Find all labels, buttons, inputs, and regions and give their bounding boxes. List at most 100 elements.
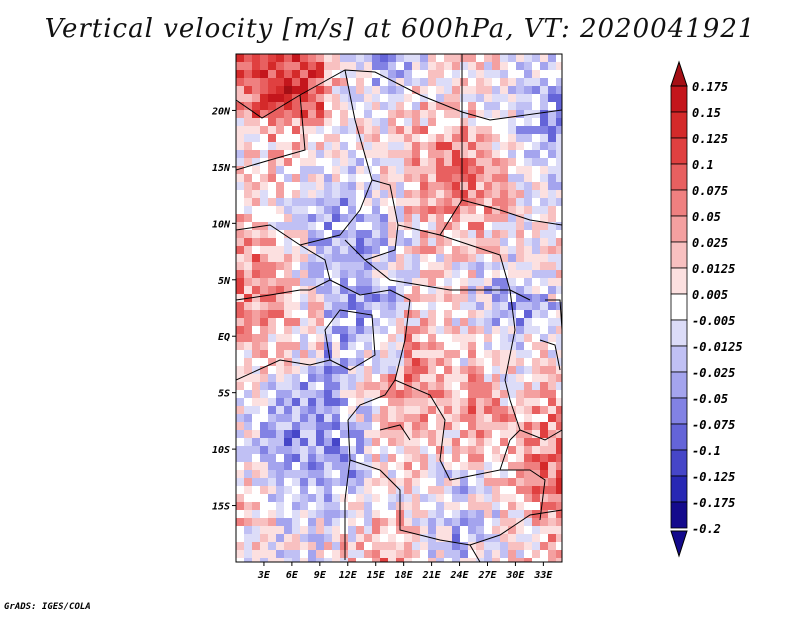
field-cell — [404, 494, 413, 503]
field-cell — [276, 550, 285, 559]
field-cell — [340, 438, 349, 447]
field-cell — [412, 230, 421, 239]
field-cell — [308, 302, 317, 311]
lon-tick-label: 6E — [286, 570, 299, 581]
field-cell — [460, 134, 469, 143]
field-cell — [468, 166, 477, 175]
field-cell — [308, 78, 317, 87]
field-cell — [356, 142, 365, 151]
field-cell — [412, 486, 421, 495]
field-cell — [268, 182, 277, 191]
field-cell — [244, 430, 253, 439]
field-cell — [348, 126, 357, 135]
field-cell — [436, 430, 445, 439]
field-cell — [292, 414, 301, 423]
field-cell — [548, 70, 557, 79]
field-cell — [324, 470, 333, 479]
field-cell — [244, 350, 253, 359]
field-cell — [324, 54, 333, 63]
field-cell — [316, 310, 325, 319]
field-cell — [260, 526, 269, 535]
field-cell — [436, 190, 445, 199]
field-cell — [340, 422, 349, 431]
field-cell — [300, 398, 309, 407]
field-cell — [444, 454, 453, 463]
field-cell — [252, 374, 261, 383]
field-cell — [556, 110, 562, 119]
field-cell — [332, 254, 341, 263]
field-cell — [540, 86, 549, 95]
field-cell — [316, 318, 325, 327]
field-cell — [428, 134, 437, 143]
field-cell — [276, 430, 285, 439]
field-cell — [260, 166, 269, 175]
field-cell — [396, 238, 405, 247]
field-cell — [292, 558, 301, 562]
field-cell — [340, 390, 349, 399]
field-cell — [236, 174, 245, 183]
field-cell — [516, 558, 525, 562]
field-cell — [524, 182, 533, 191]
field-cell — [308, 142, 317, 151]
field-cell — [316, 430, 325, 439]
field-cell — [500, 70, 509, 79]
field-cell — [372, 174, 381, 183]
field-cell — [412, 182, 421, 191]
field-cell — [260, 270, 269, 279]
field-cell — [452, 430, 461, 439]
field-cell — [556, 558, 562, 562]
field-cell — [292, 254, 301, 263]
field-cell — [428, 486, 437, 495]
field-cell — [452, 246, 461, 255]
field-cell — [468, 510, 477, 519]
field-cell — [268, 78, 277, 87]
field-cell — [364, 494, 373, 503]
field-cell — [300, 278, 309, 287]
field-cell — [484, 102, 493, 111]
field-cell — [292, 158, 301, 167]
field-cell — [516, 254, 525, 263]
field-cell — [452, 374, 461, 383]
field-cell — [436, 278, 445, 287]
colorbar-swatch — [670, 111, 688, 139]
field-cell — [412, 326, 421, 335]
field-cell — [348, 342, 357, 351]
field-cell — [484, 502, 493, 511]
field-cell — [244, 422, 253, 431]
field-cell — [252, 462, 261, 471]
field-cell — [396, 94, 405, 103]
field-cell — [292, 334, 301, 343]
field-cell — [284, 158, 293, 167]
field-cell — [276, 198, 285, 207]
field-cell — [332, 262, 341, 271]
field-cell — [244, 150, 253, 159]
field-cell — [268, 110, 277, 119]
field-cell — [412, 190, 421, 199]
field-cell — [460, 550, 469, 559]
field-cell — [372, 390, 381, 399]
field-cell — [412, 238, 421, 247]
field-cell — [388, 398, 397, 407]
field-cell — [404, 190, 413, 199]
field-cell — [388, 550, 397, 559]
field-cell — [356, 110, 365, 119]
field-cell — [324, 286, 333, 295]
field-cell — [540, 502, 549, 511]
field-cell — [452, 254, 461, 263]
field-cell — [428, 310, 437, 319]
field-cell — [300, 526, 309, 535]
field-cell — [236, 270, 245, 279]
field-cell — [492, 78, 501, 87]
field-cell — [468, 206, 477, 215]
field-cell — [236, 254, 245, 263]
field-cell — [468, 246, 477, 255]
field-cell — [372, 318, 381, 327]
field-cell — [364, 502, 373, 511]
field-cell — [428, 78, 437, 87]
field-cell — [468, 382, 477, 391]
colorbar-swatch — [670, 475, 688, 503]
field-cell — [388, 278, 397, 287]
colorbar-swatch — [670, 241, 688, 269]
field-cell — [244, 254, 253, 263]
field-cell — [404, 462, 413, 471]
